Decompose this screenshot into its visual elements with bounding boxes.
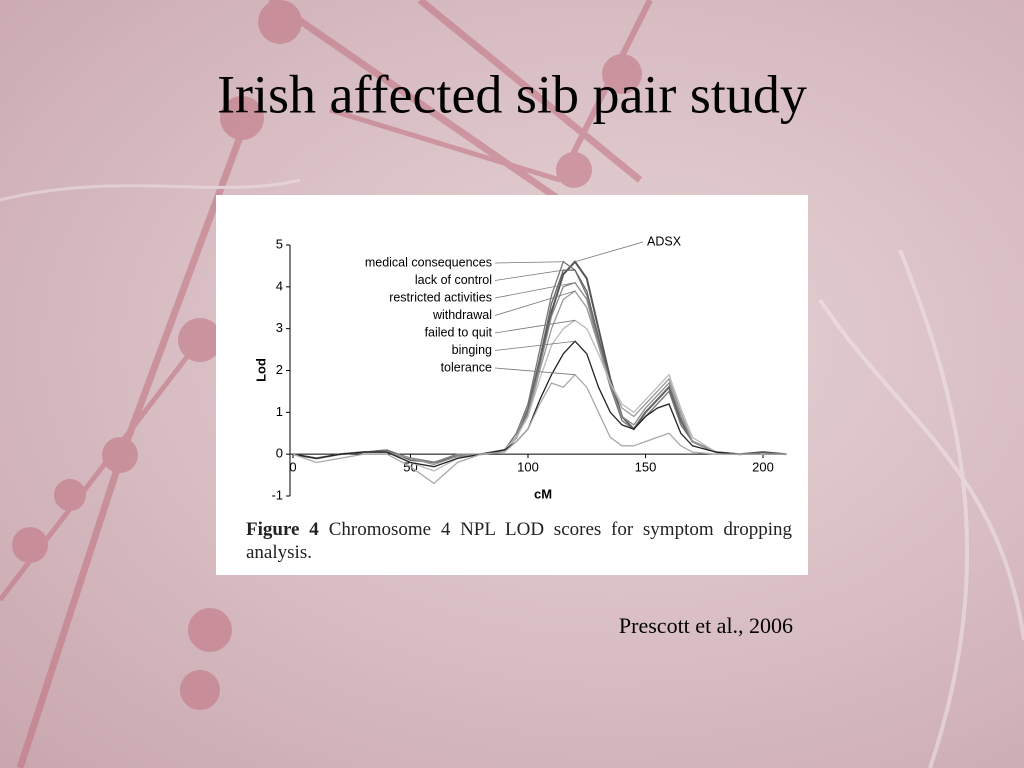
series-line (292, 340, 787, 468)
series-line (292, 290, 787, 466)
figure-panel (216, 195, 808, 575)
series-label: binging (452, 343, 492, 357)
series-label: ADSX (647, 234, 682, 248)
leader-line (494, 367, 576, 376)
leader-line (494, 269, 564, 281)
x-tick-label: 150 (635, 460, 657, 475)
series-label: failed to quit (425, 325, 493, 339)
figure-label: Figure 4 (246, 519, 319, 540)
y-tick-label: 4 (276, 278, 283, 293)
leader-line (494, 340, 576, 351)
x-tick-label: 100 (517, 460, 539, 475)
series-label: withdrawal (432, 308, 492, 322)
caption-text: Chromosome 4 NPL LOD scores for symptom … (246, 519, 792, 563)
series-line (292, 269, 787, 464)
slide-title: Irish affected sib pair study (217, 64, 807, 124)
series-label: tolerance (441, 360, 492, 374)
series-label: restricted activities (389, 290, 492, 304)
leader-line (574, 241, 644, 263)
x-tick-label: 200 (752, 460, 774, 475)
figure-caption: Figure 4 Chromosome 4 NPL LOD scores for … (246, 518, 792, 564)
y-tick-label: 5 (276, 236, 283, 251)
series-label: medical consequences (365, 255, 492, 269)
series-line (292, 373, 787, 485)
leader-line (494, 282, 576, 299)
y-tick-label: 1 (276, 404, 283, 419)
x-tick-label: 0 (289, 460, 296, 475)
leader-line (494, 261, 564, 264)
y-tick-label: 3 (276, 320, 283, 335)
x-axis-label: cM (534, 486, 552, 501)
leader-line (494, 319, 576, 334)
y-tick-label: -1 (271, 487, 283, 502)
citation: Prescott et al., 2006 (619, 613, 793, 638)
y-tick-label: 0 (276, 446, 283, 461)
leader-line (494, 290, 576, 316)
y-axis-label: Lod (253, 358, 268, 382)
y-tick-label: 2 (276, 362, 283, 377)
series-label: lack of control (415, 273, 492, 287)
